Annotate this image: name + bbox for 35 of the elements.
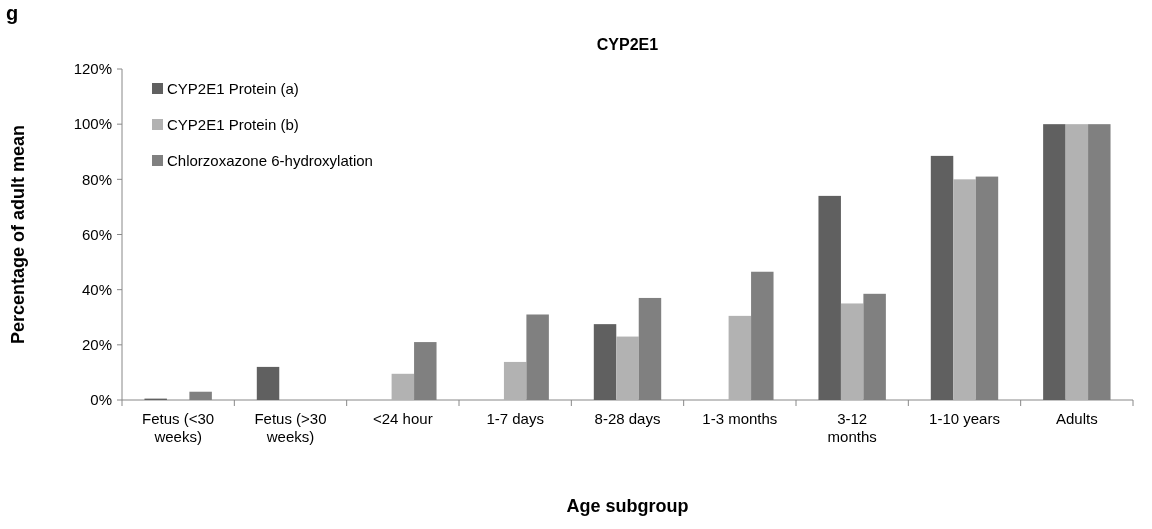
y-tick-label: 100%	[73, 115, 112, 133]
y-tick-label: 40%	[81, 280, 112, 298]
y-tick-label: 60%	[81, 225, 112, 243]
x-tick-label: Fetus (<30 weeks)	[142, 410, 215, 445]
bar	[840, 303, 864, 400]
bar	[818, 195, 841, 400]
text: g	[6, 2, 19, 24]
bar	[503, 361, 527, 400]
x-tick-label: 1-3 months	[702, 410, 778, 427]
x-axis-title: Age subgroup	[566, 496, 689, 516]
bar	[256, 366, 280, 400]
legend-label: CYP2E1 Protein (a)	[167, 80, 299, 98]
x-tick-label: 1-7 days	[486, 410, 544, 427]
bar	[930, 155, 954, 400]
y-axis-title: Percentage of adult mean	[8, 124, 28, 345]
chart-title: CYP2E1	[596, 36, 659, 53]
x-tick-label: Fetus (>30 weeks)	[254, 410, 327, 445]
bar	[1065, 124, 1089, 400]
y-tick-label: 0%	[90, 391, 112, 409]
x-tick-label: 8-28 days	[594, 410, 661, 427]
bar	[391, 373, 415, 400]
x-tick-label: Adults	[1055, 410, 1098, 427]
y-tick-label: 20%	[81, 336, 112, 354]
bar	[953, 179, 976, 400]
x-tick-label: 1-10 years	[929, 410, 1000, 427]
bar	[1043, 124, 1066, 400]
bar	[616, 336, 639, 400]
bar	[728, 315, 752, 400]
y-tick-label: 80%	[81, 170, 112, 188]
x-tick-label: <24 hour	[373, 410, 433, 427]
legend-label: Chlorzoxazone 6-hydroxylation	[167, 152, 373, 170]
legend-label: CYP2E1 Protein (b)	[167, 116, 299, 134]
x-tick-label: 3-12 months	[827, 410, 877, 445]
bar	[593, 324, 617, 400]
y-tick-label: 120%	[73, 60, 112, 78]
